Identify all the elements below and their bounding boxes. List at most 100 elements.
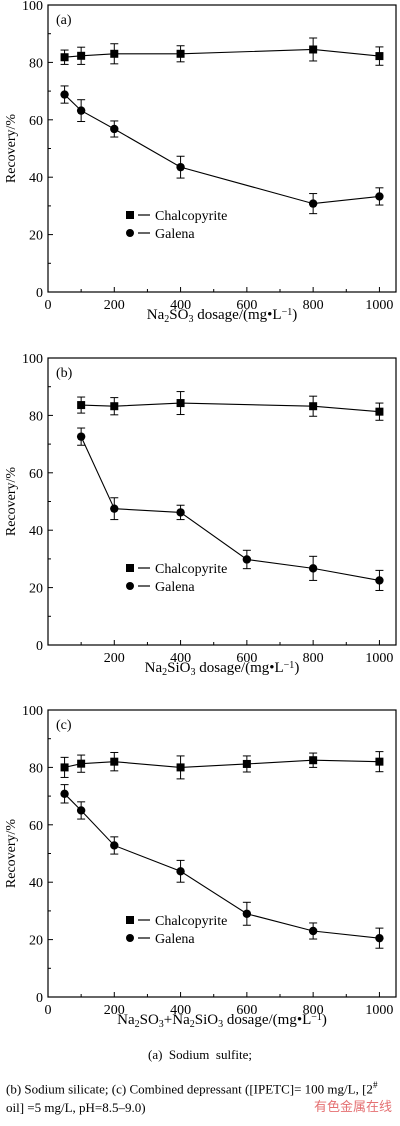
data-point-galena [110, 841, 119, 850]
series-line-galena [80, 436, 380, 581]
series-line-chalcopyrite [81, 402, 380, 413]
data-point-chalcopyrite [60, 53, 69, 62]
panel-label: (a) [56, 13, 72, 28]
data-point-chalcopyrite [110, 757, 119, 766]
x-tick-label: 1000 [365, 651, 393, 666]
y-tick-label: 100 [22, 0, 43, 14]
legend-label: Chalcopyrite [155, 562, 227, 577]
caption-bc-part: # [372, 1080, 378, 1090]
data-point-chalcopyrite [110, 402, 119, 411]
y-tick-label: 100 [22, 704, 43, 719]
x-axis-label-part: SiO [167, 660, 191, 676]
caption-a: (a) Sodium sulfite; [148, 1047, 252, 1062]
y-axis-label: Recovery/% [4, 819, 19, 889]
data-point-galena [308, 199, 318, 208]
x-axis-label-part: SO [140, 1012, 159, 1028]
y-tick-label: 40 [29, 524, 43, 539]
plot-frame [47, 357, 397, 646]
legend-marker [126, 934, 134, 942]
x-tick-label: 0 [45, 1003, 52, 1018]
y-tick-label: 20 [29, 934, 43, 949]
y-axis-label: Recovery/% [4, 467, 19, 537]
legend-label: Chalcopyrite [155, 209, 227, 224]
x-axis-label-part: Na [145, 660, 163, 676]
x-axis-label-part: 2 [162, 667, 167, 678]
x-axis-label-part: 2 [190, 1019, 195, 1030]
data-point-chalcopyrite [242, 759, 251, 768]
data-point-chalcopyrite [309, 45, 318, 54]
data-point-chalcopyrite [309, 402, 318, 411]
x-tick-label: 200 [104, 298, 125, 313]
chart-panel-2: 200 400 600 800 1000 0 20 40 60 80 100 (b) Recovery/… [4, 352, 397, 678]
x-tick-label: 600 [236, 651, 257, 666]
y-tick-label: 80 [29, 409, 43, 424]
data-point-chalcopyrite [77, 401, 86, 410]
data-point-chalcopyrite [309, 756, 318, 765]
x-axis-label-part: −1 [282, 307, 293, 318]
y-tick-label: 0 [36, 639, 43, 654]
figure: 0 200 400 600 800 1000020406080100(a)Recovery… [4, 0, 397, 1030]
x-axis-label: Na2SiO3 dosage/(mg•L−1) [145, 660, 300, 678]
data-point-chalcopyrite [375, 407, 384, 416]
data-point-chalcopyrite [110, 49, 119, 58]
caption-bc-part: (b) Sodium silicate; (c) Combined depres… [6, 1081, 373, 1097]
data-point-galena [60, 789, 69, 799]
data-point-galena [176, 867, 185, 876]
plot-frame [47, 709, 397, 998]
data-point-galena [60, 90, 69, 99]
y-tick-label: 80 [29, 56, 43, 71]
x-tick-label: 600 [236, 298, 257, 313]
y-tick-label: 40 [29, 876, 43, 891]
y-tick-label: 80 [29, 761, 43, 776]
x-axis-label-part: SO [169, 307, 188, 323]
data-point-galena [176, 508, 185, 517]
x-tick-label: 1000 [365, 298, 393, 313]
legend-marker [126, 229, 134, 237]
data-point-chalcopyrite [60, 763, 69, 772]
data-point-galena [110, 124, 119, 134]
data-point-chalcopyrite [375, 757, 384, 766]
x-tick-label: 1000 [365, 1003, 393, 1018]
data-point-galena [110, 504, 119, 513]
data-point-chalcopyrite [77, 759, 86, 768]
caption-bc: (b) Sodium silicate; (c) Combined depres… [6, 1076, 396, 1117]
legend-label: Galena [155, 227, 195, 242]
data-point-galena [76, 806, 86, 815]
data-point-chalcopyrite [77, 51, 86, 60]
x-tick-label: 800 [303, 1003, 324, 1018]
panel-label: (b) [56, 366, 73, 381]
x-axis-label-part: +Na [164, 1012, 190, 1028]
plot-frame [47, 4, 397, 293]
x-axis-label-part: 2 [164, 314, 169, 325]
x-axis-label-part: 3 [188, 314, 193, 325]
y-tick-label: 20 [29, 582, 43, 597]
y-tick-label: 60 [29, 467, 43, 482]
data-point-chalcopyrite [176, 763, 185, 772]
data-point-galena [176, 162, 185, 172]
x-tick-label: 200 [104, 651, 125, 666]
series-line-galena [64, 94, 380, 205]
x-tick-label: 400 [170, 298, 191, 313]
y-tick-label: 0 [36, 286, 43, 301]
x-tick-label: 600 [236, 1003, 257, 1018]
legend-marker [126, 916, 134, 924]
x-axis-label-part: Na [147, 307, 165, 323]
legend-marker [126, 211, 134, 219]
y-axis-label: Recovery/% [4, 114, 19, 184]
x-axis-label-part: −1 [311, 1012, 322, 1023]
panel-label: (c) [56, 718, 72, 733]
x-axis-label: Na2SO3 dosage/(mg•L−1) [147, 307, 297, 325]
x-tick-label: 400 [170, 651, 191, 666]
x-axis-label-part: ) [292, 307, 297, 323]
legend-marker [126, 564, 134, 572]
y-tick-label: 60 [29, 819, 43, 834]
data-point-chalcopyrite [375, 52, 384, 61]
x-tick-label: 0 [45, 298, 52, 313]
data-point-galena [308, 926, 318, 936]
data-point-galena [375, 933, 384, 943]
legend-label: Galena [155, 932, 195, 947]
chart-panel-3: 0 200 400 600 800 1000 0 20 40 60 80 100 (c) Recovery… [4, 704, 397, 1030]
y-tick-label: 20 [29, 229, 43, 244]
x-axis-label-part: −1 [284, 660, 295, 671]
data-point-galena [308, 564, 318, 573]
